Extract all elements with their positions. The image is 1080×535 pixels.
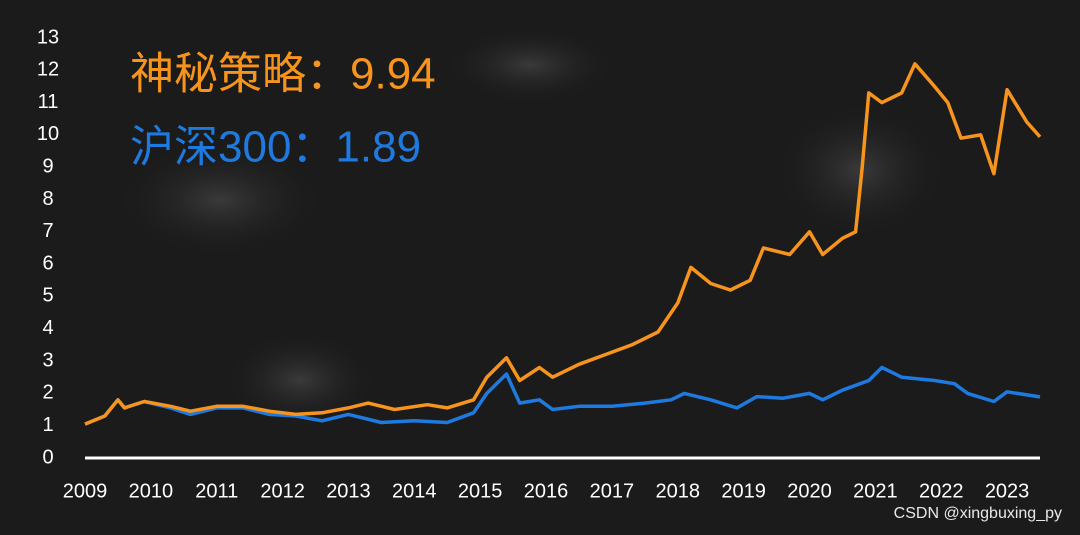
y-tick-label: 12 (37, 59, 59, 81)
y-tick-label: 9 (42, 156, 53, 178)
x-tick-label: 2018 (656, 480, 701, 502)
background-blob (220, 330, 380, 430)
y-tick-label: 6 (42, 252, 53, 274)
x-tick-label: 2016 (524, 480, 569, 502)
legend-label: 神秘策略：9.94 (130, 50, 436, 99)
background-blob (110, 140, 330, 260)
y-tick-label: 7 (42, 220, 53, 242)
y-tick-label: 0 (42, 446, 53, 468)
x-tick-label: 2021 (853, 480, 898, 502)
x-tick-label: 2023 (985, 480, 1030, 502)
x-tick-label: 2020 (787, 480, 832, 502)
x-tick-label: 2011 (195, 480, 238, 502)
x-tick-label: 2010 (129, 480, 174, 502)
y-tick-label: 10 (37, 123, 59, 145)
x-tick-label: 2012 (260, 480, 305, 502)
series-line (84, 62, 1042, 426)
y-tick-label: 13 (37, 26, 59, 48)
legend-label: 沪深300：1.89 (130, 123, 421, 172)
x-tick-label: 2013 (326, 480, 371, 502)
y-tick-label: 2 (42, 382, 53, 404)
x-tick-label: 2019 (721, 480, 766, 502)
x-tick-label: 2015 (458, 480, 503, 502)
y-tick-label: 4 (42, 317, 53, 339)
plot-area (84, 62, 1042, 426)
x-tick-label: 2022 (919, 480, 964, 502)
y-tick-label: 5 (42, 285, 53, 307)
y-tick-label: 8 (42, 188, 53, 210)
x-tick-label: 2017 (590, 480, 635, 502)
x-tick-label: 2014 (392, 480, 437, 502)
background-blob (440, 25, 620, 105)
y-tick-label: 11 (38, 91, 59, 113)
background-blob (770, 100, 950, 240)
x-tick-label: 2009 (63, 480, 108, 502)
watermark: CSDN @xingbuxing_py (894, 505, 1062, 522)
y-tick-label: 3 (42, 349, 53, 371)
y-tick-label: 1 (42, 414, 53, 436)
